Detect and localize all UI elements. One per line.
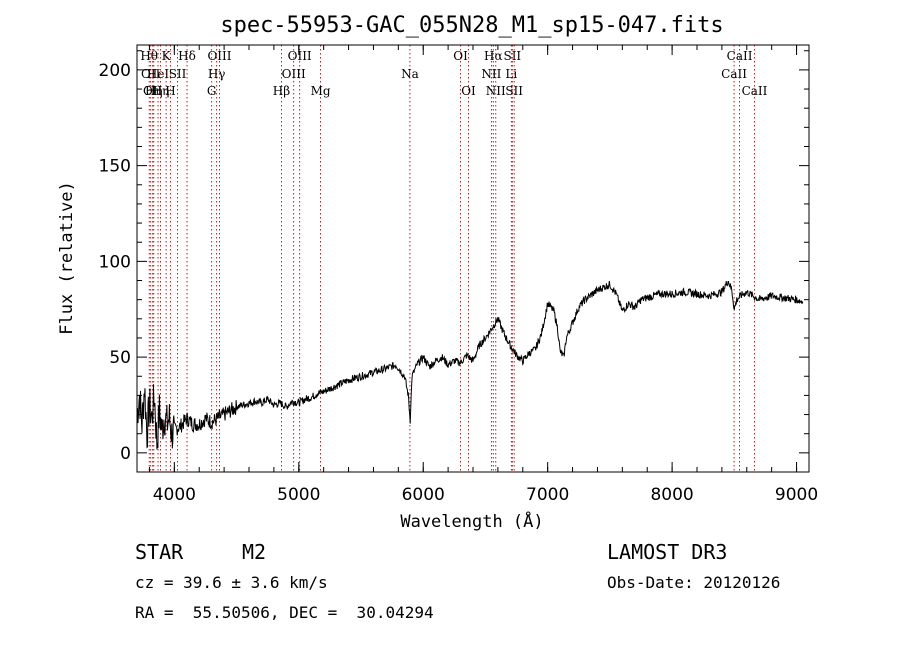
- line-label-27: CaII: [727, 49, 753, 63]
- line-label-14: OIII: [282, 67, 306, 81]
- emission-line-markers: HθOIIOIIHηHeIHηKHSIIHδGHγOIIIHβOIIIOIIIM…: [140, 45, 768, 472]
- y-tick-label-2: 100: [99, 252, 131, 272]
- line-label-24: SII: [503, 49, 521, 63]
- survey-name: LAMOST DR3: [607, 540, 728, 564]
- line-label-10: G: [207, 84, 217, 98]
- line-label-15: OIII: [288, 49, 312, 63]
- line-label-20: NII: [481, 67, 501, 81]
- spectrum-series: [136, 280, 804, 450]
- line-label-12: OIII: [207, 49, 231, 63]
- observation-date: Obs-Date: 20120126: [607, 573, 781, 592]
- y-tick-label-3: 150: [99, 157, 131, 177]
- x-tick-label-2: 6000: [402, 485, 445, 505]
- line-label-11: Hγ: [208, 67, 226, 81]
- line-label-7: H: [165, 84, 175, 98]
- spectrum-line: [136, 280, 804, 450]
- y-axis-label: Flux (relative): [57, 181, 77, 335]
- line-label-28: CaII: [742, 84, 768, 98]
- line-label-21: Hα: [484, 49, 503, 63]
- x-tick-label-4: 8000: [650, 485, 693, 505]
- line-label-25: SII: [505, 84, 523, 98]
- line-label-6: K: [162, 49, 172, 63]
- line-label-5: Hη: [152, 84, 170, 98]
- line-label-13: Hβ: [273, 84, 290, 98]
- redshift-cz: cz = 39.6 ± 3.6 km/s: [135, 573, 328, 592]
- x-tick-label-1: 5000: [277, 485, 320, 505]
- line-label-1: OII: [141, 67, 161, 81]
- line-label-23: Li: [505, 67, 517, 81]
- line-label-26: CaII: [721, 67, 747, 81]
- x-tick-label-3: 7000: [526, 485, 569, 505]
- spectrum-plot: spec-55953-GAC_055N28_M1_sp15-047.fits H…: [57, 13, 818, 532]
- line-label-17: Na: [401, 67, 419, 81]
- object-class: STAR: [135, 540, 184, 564]
- x-axis-ticks: 4000 5000 6000 7000 8000 9000: [148, 45, 818, 505]
- line-label-16: Mg: [311, 84, 331, 98]
- line-label-8: SII: [169, 67, 187, 81]
- y-axis-ticks: 0 50 100 150 200: [99, 50, 809, 464]
- object-subclass: M2: [242, 540, 267, 564]
- line-label-22: NII: [486, 84, 506, 98]
- line-label-9: Hδ: [178, 49, 196, 63]
- chart-title: spec-55953-GAC_055N28_M1_sp15-047.fits: [220, 13, 723, 38]
- line-label-0: Hθ: [140, 49, 158, 63]
- line-label-4: HeI: [147, 67, 170, 81]
- x-tick-label-0: 4000: [153, 485, 196, 505]
- y-tick-label-0: 0: [120, 444, 131, 464]
- line-label-19: OI: [461, 84, 476, 98]
- x-axis-label: Wavelength (Å): [400, 510, 543, 532]
- y-tick-label-1: 50: [109, 348, 131, 368]
- x-tick-label-5: 9000: [775, 485, 818, 505]
- line-label-18: OI: [453, 49, 468, 63]
- sky-coordinates: RA = 55.50506, DEC = 30.04294: [135, 603, 434, 622]
- y-tick-label-4: 200: [99, 61, 131, 81]
